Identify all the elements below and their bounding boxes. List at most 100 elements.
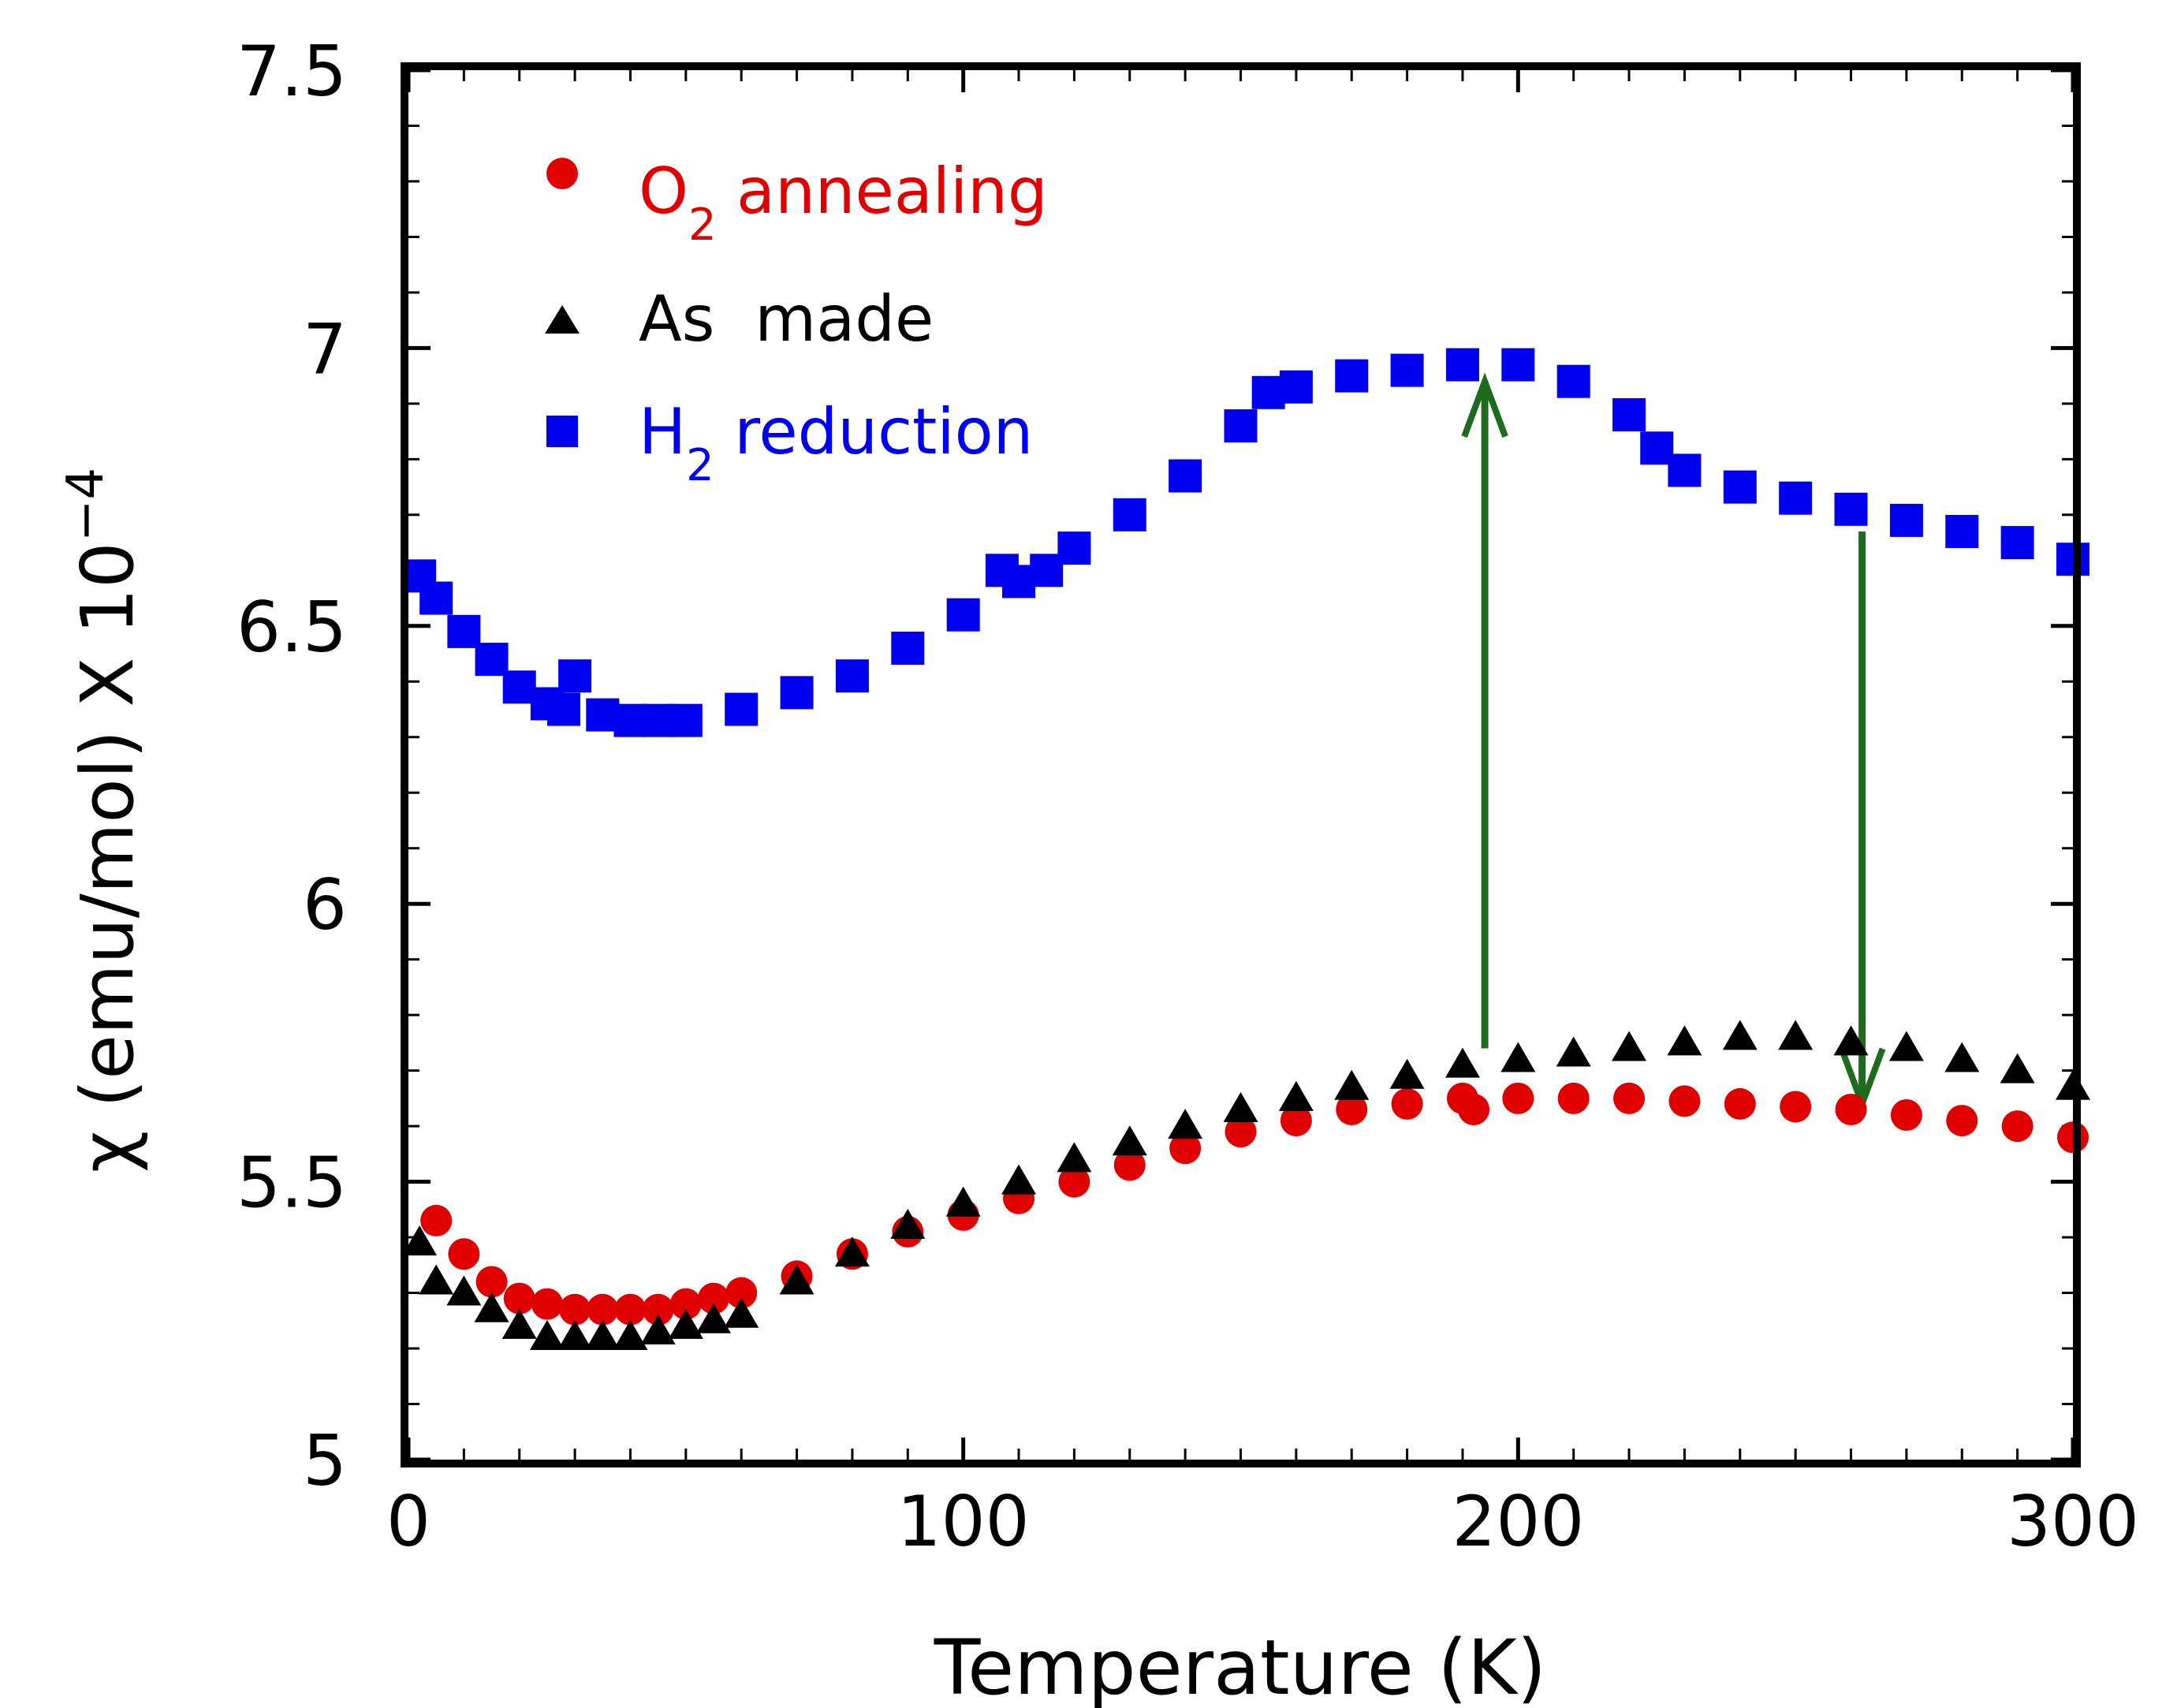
data-point-square <box>1723 470 1757 504</box>
data-point-triangle <box>640 1314 676 1344</box>
y-tick-label: 5 <box>303 1420 347 1501</box>
legend-label-o2-annealing: O2 annealing <box>639 155 1048 251</box>
data-point-triangle <box>613 1319 648 1350</box>
data-point-triangle <box>419 1264 454 1295</box>
legend-o2-main: O <box>639 155 688 228</box>
data-point-square <box>1445 348 1479 382</box>
data-point-circle <box>1458 1093 1490 1125</box>
data-point-triangle <box>402 1225 438 1256</box>
data-point-triangle <box>585 1319 621 1350</box>
y-tick-label: 6.5 <box>237 587 347 668</box>
data-point-triangle <box>1778 1020 1814 1050</box>
data-point-triangle <box>1334 1069 1370 1100</box>
data-point-circle <box>1613 1082 1646 1114</box>
data-point-triangle <box>2000 1053 2035 1083</box>
data-point-triangle <box>529 1319 565 1350</box>
data-point-triangle <box>945 1186 981 1217</box>
data-point-square <box>1113 498 1146 531</box>
data-point-square <box>1556 364 1590 398</box>
data-point-square <box>1889 503 1923 537</box>
x-tick-labels: 0 100 200 300 <box>386 1481 2139 1562</box>
data-point-circle <box>642 1293 674 1326</box>
y-axis-label-exponent: −4 <box>57 468 115 542</box>
data-point-circle <box>531 1288 563 1320</box>
data-point-triangle <box>1833 1025 1869 1056</box>
data-point-triangle <box>474 1292 509 1322</box>
data-point-square <box>547 692 581 726</box>
data-point-square <box>502 670 536 704</box>
legend-o2-rest: annealing <box>717 155 1048 228</box>
y-axis-label-main: χ (emu/mol) X 10 <box>65 542 150 1173</box>
data-point-square <box>586 698 620 732</box>
legend-item-h2-reduction: H2 reduction <box>546 395 1033 491</box>
data-point-circle <box>1113 1149 1146 1181</box>
data-point-square <box>835 659 869 693</box>
data-point-circle <box>1668 1085 1701 1117</box>
data-point-triangle <box>1389 1058 1425 1089</box>
y-axis-label-group: χ (emu/mol) X 10−4 <box>57 468 150 1173</box>
arrow-up <box>1461 372 1508 1049</box>
legend-item-o2-annealing: O2 annealing <box>546 155 1048 251</box>
y-tick-labels: 5 5.5 6 6.5 7 7.5 <box>237 31 347 1501</box>
data-point-square <box>1224 409 1258 443</box>
legend-o2-sub: 2 <box>688 200 717 251</box>
y-tick-label: 7.5 <box>237 31 347 112</box>
data-point-circle <box>1946 1105 1978 1137</box>
legend-h2-rest: reduction <box>714 395 1034 468</box>
data-point-triangle <box>724 1297 759 1328</box>
data-point-square <box>669 703 703 737</box>
series-square <box>403 348 2089 737</box>
series-triangle <box>402 1020 2090 1350</box>
data-point-square <box>1834 492 1868 526</box>
legend-item-as-made: As made <box>545 282 934 356</box>
series-circle <box>420 1082 2089 1326</box>
data-point-triangle <box>1944 1042 1980 1072</box>
legend-label-h2-reduction: H2 reduction <box>639 395 1033 491</box>
data-point-triangle <box>1556 1036 1591 1067</box>
data-point-triangle <box>1168 1109 1203 1139</box>
data-point-circle <box>2001 1110 2033 1143</box>
data-point-triangle <box>1722 1020 1758 1050</box>
data-point-square <box>1169 459 1202 493</box>
data-point-square <box>1945 514 1979 548</box>
data-point-square <box>558 659 592 693</box>
data-point-circle <box>1336 1093 1368 1125</box>
x-tick-label: 100 <box>897 1481 1030 1562</box>
x-axis-label: Temperature (K) <box>934 1624 1546 1708</box>
y-axis-label: χ (emu/mol) X 10−4 <box>57 468 150 1173</box>
data-point-triangle <box>1667 1025 1702 1056</box>
data-point-triangle <box>446 1275 482 1306</box>
data-point-square <box>1251 375 1285 409</box>
data-point-circle <box>559 1293 591 1326</box>
data-point-circle <box>1890 1099 1922 1132</box>
x-tick-label: 0 <box>386 1481 431 1562</box>
data-point-square <box>447 614 481 648</box>
data-point-triangle <box>1057 1142 1092 1173</box>
data-point-square <box>1057 531 1091 565</box>
legend-label-as-made: As made <box>639 282 934 356</box>
data-point-circle <box>1169 1132 1202 1165</box>
data-point-triangle <box>834 1236 870 1267</box>
data-point-triangle <box>1001 1164 1037 1195</box>
data-point-circle <box>1502 1082 1534 1114</box>
data-point-triangle <box>890 1208 926 1239</box>
data-point-triangle <box>1888 1031 1924 1061</box>
data-point-circle <box>725 1277 758 1309</box>
data-point-square <box>1501 348 1535 382</box>
y-tick-label: 6 <box>303 864 347 945</box>
data-point-circle <box>1835 1093 1867 1125</box>
arrow-head <box>1461 372 1508 438</box>
data-point-square <box>1779 481 1813 515</box>
data-point-triangle <box>557 1319 593 1350</box>
data-point-square <box>891 631 925 665</box>
data-point-square <box>725 692 759 726</box>
data-point-square <box>2000 526 2034 560</box>
data-point-circle <box>1225 1116 1257 1148</box>
minor-ticks <box>407 69 2074 1461</box>
data-point-square <box>780 676 814 710</box>
data-point-square <box>641 703 675 737</box>
data-point-triangle <box>1223 1091 1258 1122</box>
data-point-square <box>946 598 980 632</box>
data-point-circle <box>1280 1105 1312 1137</box>
